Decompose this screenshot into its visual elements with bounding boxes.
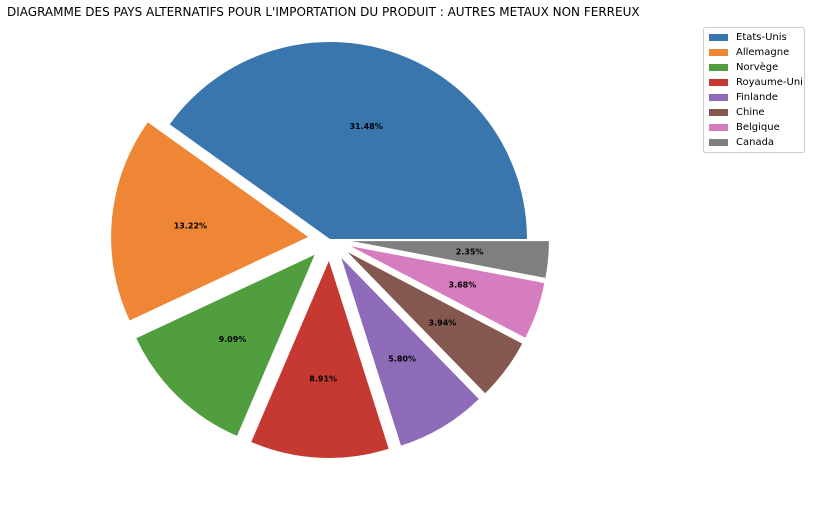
legend-swatch [709,139,728,146]
legend-item: Allemagne [704,45,804,60]
legend-label: Norvège [736,62,779,73]
legend-item: Canada [704,135,804,150]
legend-swatch [709,64,728,71]
legend-item: Norvège [704,60,804,75]
legend-swatch [709,34,728,41]
slice-value-label: 13.22% [174,222,207,231]
legend-label: Royaume-Uni [736,77,803,88]
pie-slice-etats-unis [169,41,528,239]
legend-item: Etats-Unis [704,30,804,45]
legend-item: Chine [704,105,804,120]
legend-label: Etats-Unis [736,32,787,43]
legend-swatch [709,109,728,116]
pie-slice-canada [351,241,549,278]
legend-swatch [709,94,728,101]
slice-value-label: 5.80% [388,355,416,364]
legend-item: Belgique [704,120,804,135]
chart-title: DIAGRAMME DES PAYS ALTERNATIFS POUR L'IM… [7,5,640,19]
slice-value-label: 9.09% [219,335,247,344]
slice-value-label: 3.94% [429,318,457,327]
pie-slice-norv-ge [136,254,315,436]
pie-slice-finlande [341,257,479,446]
legend-label: Belgique [736,122,780,133]
legend-swatch [709,49,728,56]
legend-item: Finlande [704,90,804,105]
pie-slice-chine [347,252,523,394]
legend-swatch [709,124,728,131]
pie-slice-belgique [350,246,545,338]
legend: Etats-Unis Allemagne Norvège Royaume-Uni Fin… [703,27,805,153]
slice-value-label: 8.91% [309,375,337,384]
legend-label: Finlande [736,92,778,103]
legend-item: Royaume-Uni [704,75,804,90]
legend-label: Allemagne [736,47,790,58]
legend-label: Chine [736,107,765,118]
legend-swatch [709,79,728,86]
slice-value-label: 31.48% [349,122,382,131]
pie-slice-allemagne [111,122,309,321]
slice-value-label: 2.35% [456,248,484,257]
legend-label: Canada [736,137,775,148]
slice-value-label: 3.68% [449,281,477,290]
pie-slice-royaume-uni [251,260,389,458]
